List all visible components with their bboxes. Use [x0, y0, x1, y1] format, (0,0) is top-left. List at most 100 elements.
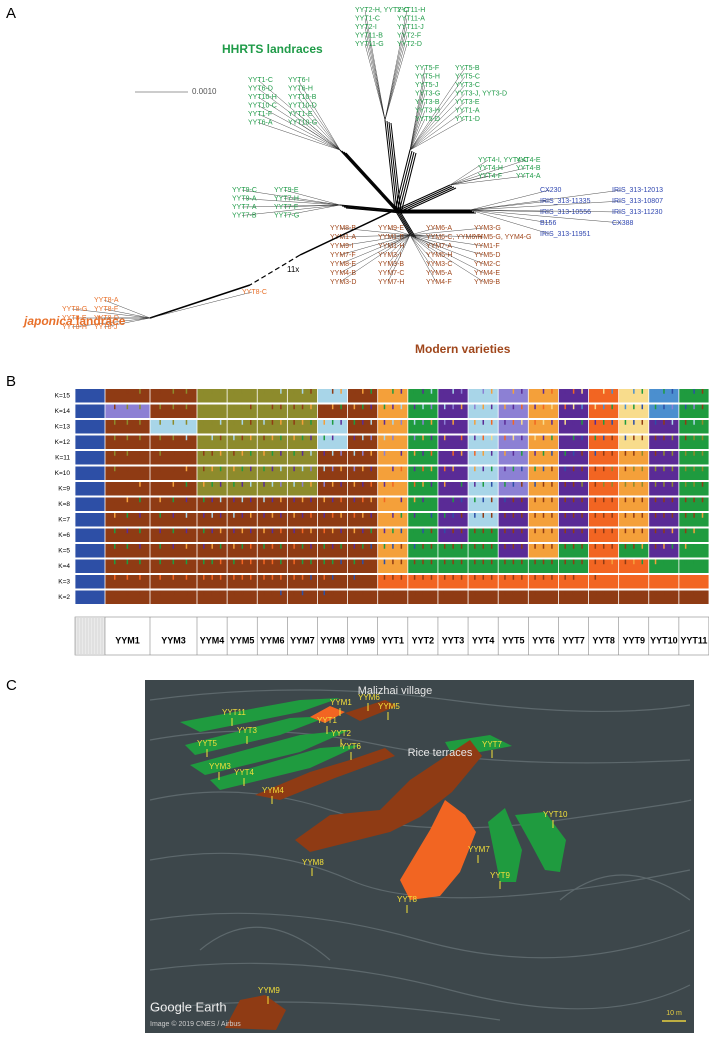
- admixture-segment: [257, 420, 288, 434]
- admixture-segment: [310, 482, 312, 487]
- population-label: YYT3: [442, 635, 465, 645]
- admixture-segment: [362, 590, 364, 596]
- branch: [103, 308, 151, 319]
- branch: [341, 150, 398, 212]
- admixture-segment: [75, 575, 105, 589]
- k-label: K=12: [55, 439, 71, 446]
- admixture-segment: [468, 466, 499, 480]
- admixture-segment: [293, 544, 295, 549]
- admixture-segment: [558, 544, 589, 558]
- admixture-segment: [105, 513, 150, 527]
- admixture-segment: [211, 544, 213, 549]
- admixture-segment: [227, 590, 258, 604]
- admixture-segment: [362, 559, 364, 565]
- admixture-segment: [684, 466, 687, 472]
- admixture-segment: [443, 528, 446, 534]
- admixture-segment: [422, 435, 424, 441]
- admixture-segment: [271, 575, 274, 580]
- admixture-segment: [75, 451, 105, 465]
- admixture-segment: [452, 544, 454, 549]
- branch: [364, 18, 386, 121]
- admixture-segment: [139, 435, 141, 441]
- tip-label: YYT6-H: [288, 85, 313, 92]
- admixture-segment: [490, 482, 493, 487]
- plot: [225, 995, 286, 1030]
- admixture-segment: [280, 544, 282, 549]
- admixture-segment: [293, 435, 295, 441]
- admixture-segment: [323, 497, 325, 503]
- admixture-segment: [624, 389, 627, 394]
- admixture-segment: [460, 590, 463, 596]
- admixture-segment: [293, 575, 295, 580]
- admixture-segment: [293, 590, 295, 596]
- admixture-segment: [602, 559, 605, 565]
- admixture-segment: [150, 466, 197, 480]
- admixture-segment: [400, 528, 403, 534]
- admixture-segment: [564, 389, 566, 394]
- admixture-segment: [422, 482, 424, 487]
- admixture-segment: [317, 575, 348, 589]
- admixture-segment: [185, 513, 188, 518]
- admixture-segment: [452, 404, 454, 410]
- admixture-segment: [407, 404, 438, 418]
- tip-label: YYT8-F: [94, 306, 118, 313]
- admixture-segment: [185, 482, 188, 487]
- admixture-segment: [370, 590, 372, 596]
- admixture-segment: [185, 528, 188, 534]
- tip-label: YYT4-B: [516, 165, 541, 172]
- admixture-segment: [347, 435, 378, 449]
- population-label: YYM8: [320, 635, 345, 645]
- admixture-segment: [443, 482, 446, 487]
- structure-plot: K=15 K=14 K=13 K=12 K=11 K=10 K=9 K=8 K=7 K=6 K=5 K…: [55, 388, 709, 656]
- admixture-segment: [301, 404, 304, 410]
- tip-label: YYT8-G: [62, 306, 87, 313]
- admixture-segment: [227, 435, 258, 449]
- admixture-segment: [280, 404, 282, 410]
- tip-label: YYT5-J: [415, 82, 438, 89]
- admixture-segment: [197, 559, 228, 573]
- branch: [283, 189, 341, 206]
- branch: [384, 43, 408, 121]
- admixture-segment: [482, 559, 485, 565]
- admixture-segment: [512, 544, 515, 549]
- group-label: HHRTS landraces: [222, 42, 323, 56]
- admixture-segment: [353, 420, 356, 425]
- tip-label: YYM8-B: [330, 225, 356, 232]
- admixture-segment: [347, 420, 378, 434]
- admixture-segment: [185, 466, 188, 472]
- group-label-italic: japonica: [22, 314, 73, 328]
- branch: [409, 101, 426, 151]
- branch: [343, 206, 400, 213]
- admixture-segment: [654, 528, 657, 534]
- plot-label: YYT6: [341, 742, 362, 751]
- admixture-segment: [250, 420, 252, 425]
- admixture-segment: [301, 497, 304, 503]
- admixture-segment: [126, 420, 129, 425]
- plot-label: YYT2: [331, 729, 352, 738]
- admixture-segment: [310, 420, 312, 425]
- admixture-segment: [370, 575, 372, 580]
- plots: [180, 698, 566, 1030]
- admixture-segment: [280, 466, 282, 472]
- admixture-segment: [413, 497, 416, 503]
- admixture-segment: [126, 482, 129, 487]
- admixture-segment: [430, 420, 433, 425]
- admixture-segment: [377, 559, 408, 573]
- tip-label: YYT7-A: [232, 204, 257, 211]
- admixture-segment: [250, 404, 252, 410]
- k-label: K=11: [55, 454, 70, 461]
- admixture-segment: [678, 544, 709, 558]
- admixture-segment: [490, 404, 493, 410]
- admixture-segment: [437, 559, 469, 573]
- admixture-segment: [197, 466, 228, 480]
- admixture-segment: [551, 575, 553, 580]
- tip-label: YYT1-E: [288, 111, 313, 118]
- admixture-segment: [618, 559, 649, 573]
- admixture-segment: [227, 466, 258, 480]
- branch: [257, 88, 341, 151]
- tip-label: YYT6-I: [288, 77, 310, 84]
- admixture-segment: [490, 420, 493, 425]
- admixture-segment: [701, 497, 704, 503]
- admixture-segment: [452, 389, 454, 394]
- admixture-segment: [263, 590, 265, 596]
